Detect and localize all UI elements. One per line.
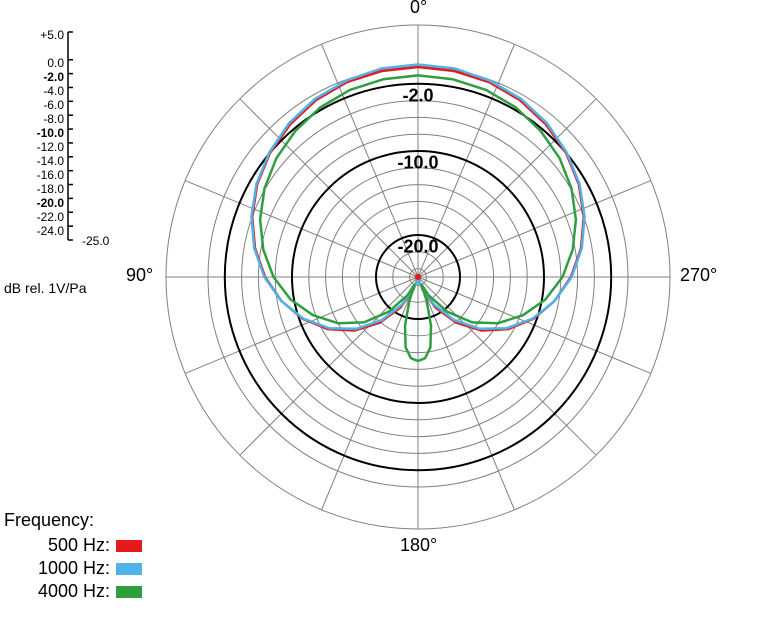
ring-label: -10.0	[397, 153, 438, 174]
angle-label: 180°	[400, 535, 437, 556]
angle-label: 0°	[410, 0, 427, 18]
db-scale-caption: dB rel. 1V/Pa	[4, 280, 87, 296]
legend-title: Frequency:	[4, 510, 142, 531]
legend-item: 500 Hz:	[4, 535, 142, 556]
legend-item: 1000 Hz:	[4, 558, 142, 579]
ring-label: -2.0	[402, 85, 433, 106]
angle-label: 270°	[680, 265, 717, 286]
legend-item: 4000 Hz:	[4, 581, 142, 602]
legend-swatch	[116, 563, 142, 575]
legend: Frequency: 500 Hz:1000 Hz:4000 Hz:	[4, 510, 142, 602]
legend-swatch	[116, 540, 142, 552]
angle-label: 90°	[126, 265, 153, 286]
polar-chart-page: { "chart":{ "type":"polar", "width":784,…	[0, 0, 784, 620]
db-scale: +5.00.0-2.0-4.0-6.0-8.0-10.0-12.0-14.0-1…	[4, 28, 64, 238]
legend-swatch	[116, 586, 142, 598]
ring-label: -20.0	[397, 237, 438, 258]
